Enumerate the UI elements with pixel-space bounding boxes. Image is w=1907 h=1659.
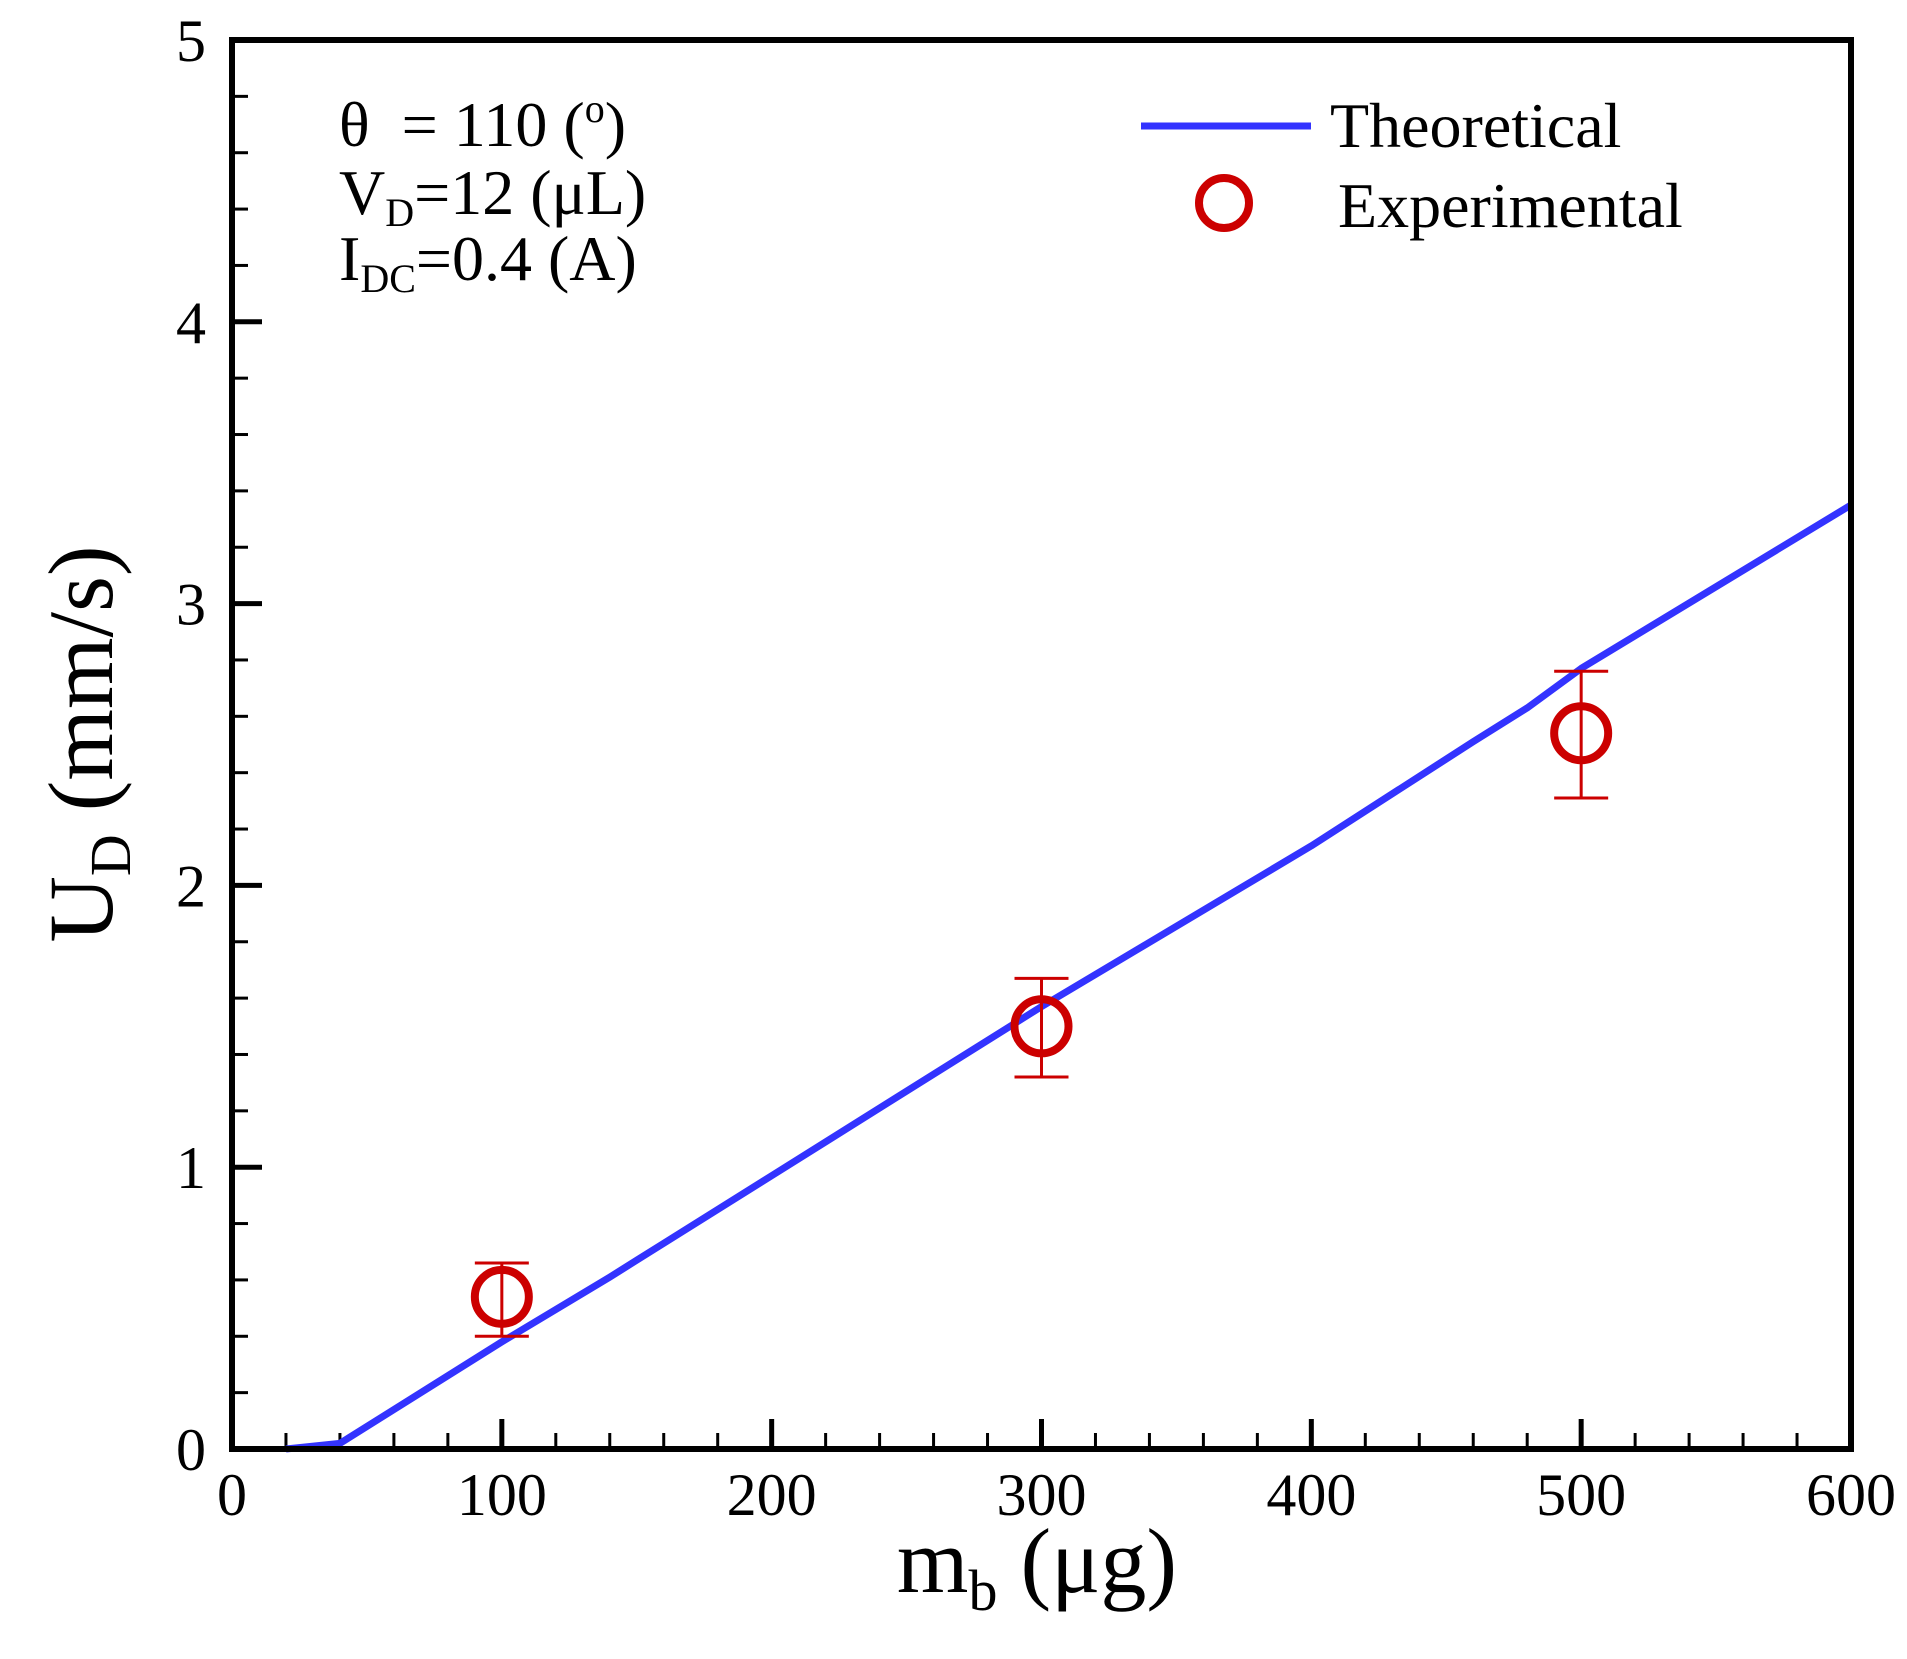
legend-experimental-label: Experimental	[1338, 170, 1683, 241]
x-axis-label: mb (μg)	[897, 1510, 1177, 1623]
experimental-error-bar	[1014, 976, 1069, 1079]
theoretical-line	[285, 502, 1853, 1453]
x-tick-label: 100	[457, 1462, 547, 1528]
legend: Theoretical Experimental	[1141, 90, 1683, 241]
current-symbol: I	[339, 223, 360, 294]
x-tick-label: 600	[1806, 1462, 1896, 1528]
y-tick-label: 0	[176, 1417, 206, 1483]
x-tick-label: 400	[1266, 1462, 1356, 1528]
volume-subscript: D	[385, 190, 414, 235]
y-tick-label: 3	[176, 572, 206, 638]
axis-tick-labels: 0 100 200 300 400 500 600 0 1 2 3 4 5	[176, 8, 1896, 1528]
x-axis-label-main: m	[897, 1510, 969, 1612]
y-tick-label: 5	[176, 8, 206, 74]
y-tick-label: 2	[176, 853, 206, 919]
volume-value: =12 (μL)	[414, 157, 646, 228]
plot-frame	[229, 37, 1854, 1452]
experimental-point	[470, 1265, 533, 1328]
y-axis-label-main: U	[30, 876, 132, 942]
current-subscript: DC	[360, 256, 416, 301]
theta-value: = 110 (	[370, 89, 585, 160]
y-tick-label: 1	[176, 1135, 206, 1201]
y-tick-label: 4	[176, 290, 206, 356]
x-tick-label: 300	[997, 1462, 1087, 1528]
annotation-contact-angle: θ = 110 (o)	[339, 86, 626, 160]
legend-theoretical-label: Theoretical	[1330, 90, 1621, 161]
theta-symbol: θ	[339, 89, 370, 160]
annotation-current: IDC=0.4 (A)	[339, 223, 637, 301]
x-tick-label: 200	[727, 1462, 817, 1528]
degree-superscript: o	[585, 86, 605, 131]
volume-symbol: V	[339, 157, 385, 228]
y-axis-label-subscript: D	[78, 834, 143, 876]
annotation-droplet-volume: VD=12 (μL)	[339, 157, 646, 235]
theta-close: )	[605, 89, 626, 160]
legend-experimental-marker	[1195, 174, 1253, 232]
x-tick-label: 500	[1536, 1462, 1626, 1528]
x-tick-label: 0	[217, 1462, 247, 1528]
experimental-point	[1010, 995, 1073, 1058]
x-axis-label-unit: (μg)	[997, 1510, 1177, 1612]
y-axis-label-unit: (mm/s)	[30, 545, 132, 834]
series-layer	[285, 502, 1853, 1453]
current-value: =0.4 (A)	[416, 223, 637, 294]
experimental-point	[1550, 702, 1613, 765]
experimental-error-bar	[1554, 669, 1609, 800]
y-axis-label: UD (mm/s)	[30, 545, 143, 942]
x-axis-label-subscript: b	[968, 1558, 997, 1623]
